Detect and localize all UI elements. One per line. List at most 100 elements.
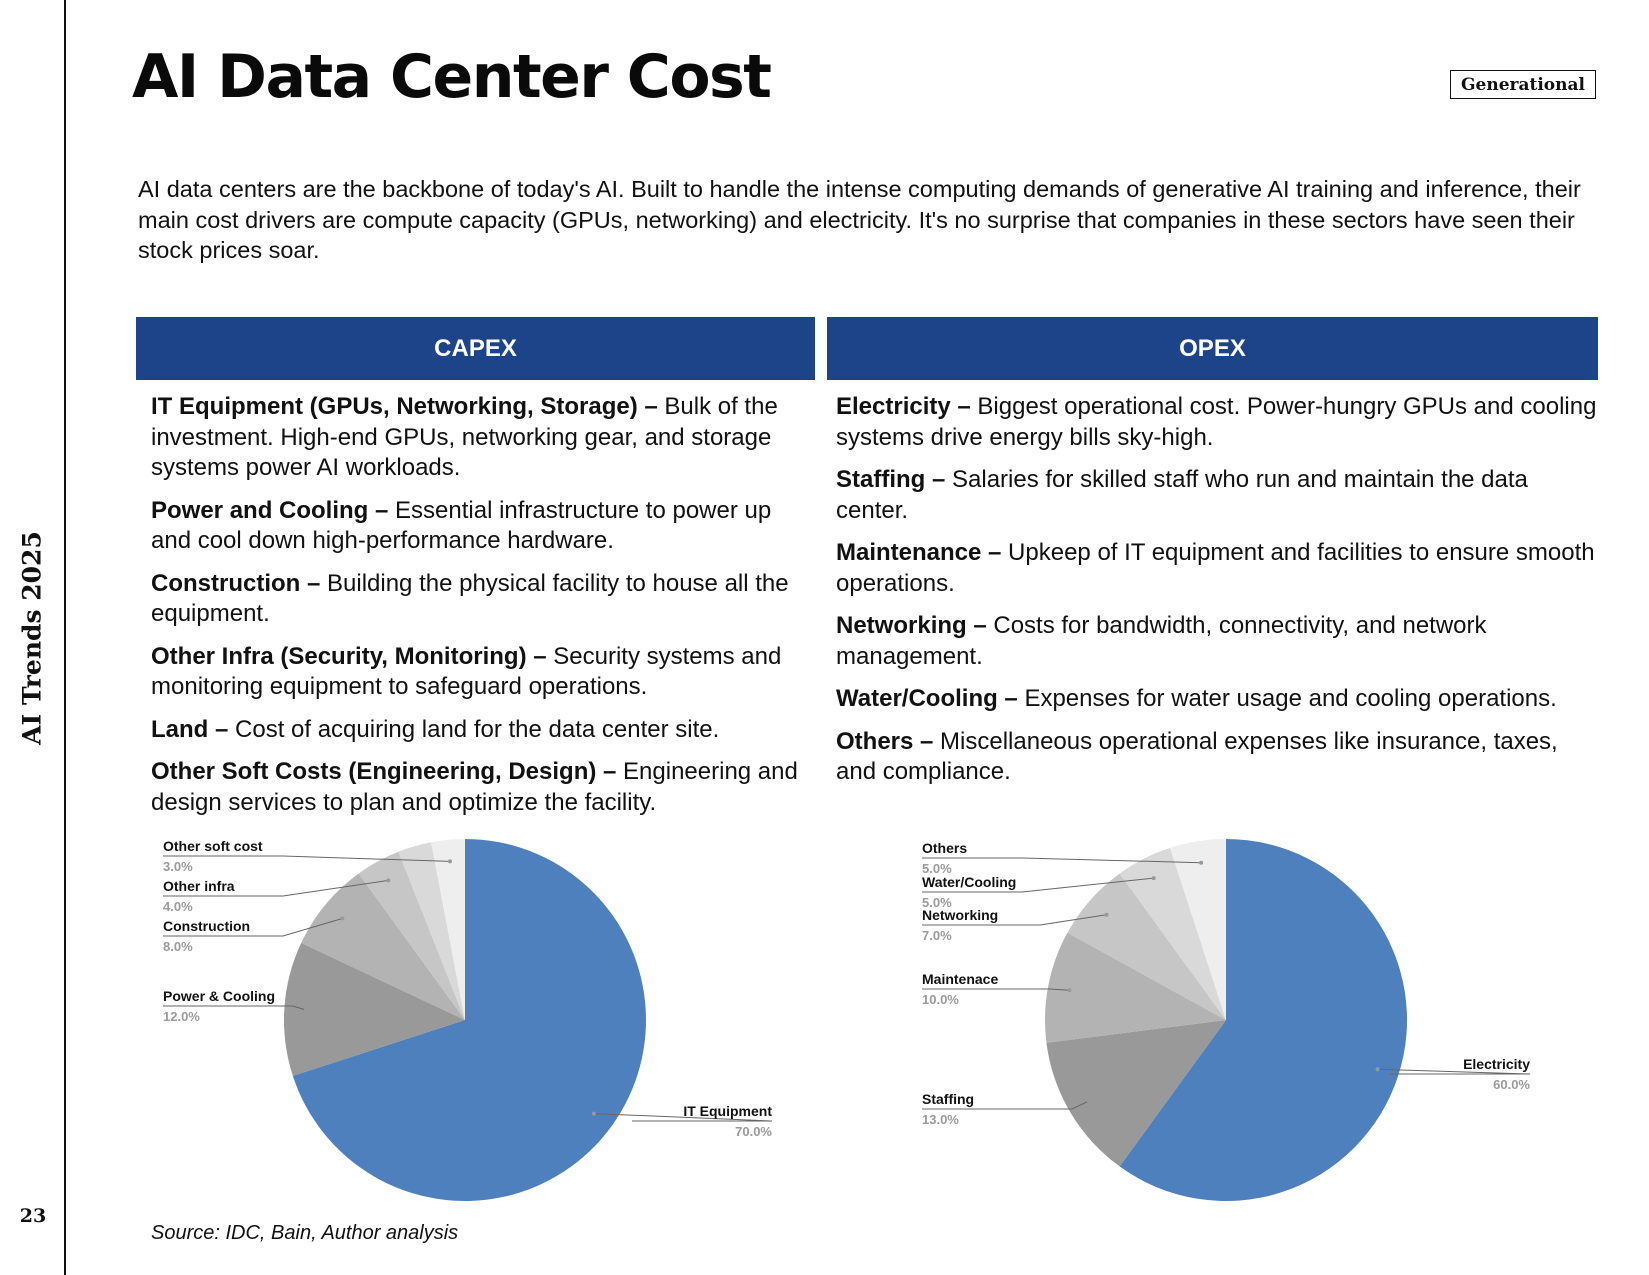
- opex-item: Others – Miscellaneous operational expen…: [836, 727, 1598, 788]
- side-rule: [64, 0, 66, 1275]
- capex-item: Land – Cost of acquiring land for the da…: [151, 715, 811, 746]
- capex-item: Construction – Building the physical fac…: [151, 569, 811, 630]
- slice-label: Others: [922, 840, 967, 856]
- capex-item-term: IT Equipment (GPUs, Networking, Storage)…: [151, 393, 658, 420]
- capex-list: IT Equipment (GPUs, Networking, Storage)…: [151, 392, 811, 830]
- leader-dot: [1151, 876, 1156, 881]
- opex-item: Staffing – Salaries for skilled staff wh…: [836, 465, 1598, 526]
- leader-dot: [1104, 912, 1109, 917]
- capex-item-desc: Security systems and monitoring equipmen…: [151, 642, 782, 701]
- leader-line: [922, 857, 1202, 864]
- opex-list: Electricity – Biggest operational cost. …: [836, 392, 1598, 800]
- pie-slice: [292, 839, 647, 1201]
- leader-dot: [304, 1008, 308, 1012]
- leader-dot: [340, 916, 345, 921]
- leader-line: [163, 918, 343, 937]
- leader-dot: [591, 1111, 596, 1116]
- opex-item: Water/Cooling – Expenses for water usage…: [836, 684, 1598, 715]
- slice-label: Electricity: [1463, 1056, 1530, 1072]
- slice-value-label: 10.0%: [922, 992, 959, 1007]
- opex-pie-chart: Electricity 60.0% Staffing 13.0% Maintenace 1…: [922, 839, 1531, 1201]
- opex-item-term: Staffing –: [836, 466, 946, 493]
- leader-line: [922, 877, 1154, 893]
- pie-slice: [1170, 839, 1226, 1020]
- side-title: AI Trends 2025: [17, 531, 47, 745]
- source-note: Source: IDC, Bain, Author analysis: [151, 1222, 459, 1244]
- opex-item-desc: Biggest operational cost. Power-hungry G…: [836, 393, 1597, 451]
- slice-value-label: 7.0%: [922, 928, 952, 943]
- capex-item: Other Soft Costs (Engineering, Design) –…: [151, 757, 811, 818]
- opex-item-term: Networking –: [836, 612, 987, 639]
- pie-slice: [1045, 932, 1226, 1043]
- pie-slice: [301, 873, 465, 1020]
- opex-item-desc: Upkeep of IT equipment and facilities to…: [836, 539, 1595, 597]
- leader-dot: [1375, 1067, 1380, 1072]
- capex-item-term: Other Infra (Security, Monitoring) –: [151, 642, 547, 670]
- slice-label: Construction: [163, 918, 250, 934]
- pie-slice: [431, 839, 465, 1020]
- capex-item-desc: Essential infrastructure to power up and…: [151, 496, 772, 555]
- opex-item-term: Water/Cooling –: [836, 685, 1018, 712]
- page-title: AI Data Center Cost: [132, 42, 772, 112]
- opex-item-desc: Expenses for water usage and cooling ope…: [1017, 685, 1557, 712]
- capex-item: Other Infra (Security, Monitoring) – Sec…: [151, 642, 811, 703]
- slice-value-label: 5.0%: [922, 895, 952, 910]
- generational-badge: Generational: [1450, 70, 1596, 99]
- leader-line: [922, 1100, 1090, 1110]
- leader-dot: [1199, 860, 1204, 865]
- capex-item: Power and Cooling – Essential infrastruc…: [151, 496, 811, 557]
- slice-label: Staffing: [922, 1091, 974, 1107]
- slice-value-label: 5.0%: [922, 861, 952, 876]
- opex-item-term: Maintenance –: [836, 539, 1002, 566]
- slice-label: IT Equipment: [683, 1103, 772, 1119]
- capex-pie-chart: IT Equipment 70.0% Power & Cooling 12.0% Con…: [163, 838, 773, 1201]
- slice-label: Networking: [922, 907, 998, 923]
- leader-line: [163, 1005, 307, 1011]
- leader-dot: [448, 859, 452, 864]
- leader-line: [163, 879, 389, 897]
- page-number: 23: [19, 1205, 47, 1227]
- leader-line: [163, 855, 451, 862]
- opex-header: OPEX: [827, 317, 1598, 380]
- leader-line: [1377, 1068, 1531, 1075]
- pie-slice: [358, 851, 465, 1020]
- leader-line: [922, 914, 1107, 926]
- opex-item: Networking – Costs for bandwidth, connec…: [836, 611, 1598, 672]
- slice-value-label: 13.0%: [922, 1112, 959, 1127]
- capex-item-term: Land –: [151, 715, 229, 743]
- capex-header: CAPEX: [136, 317, 815, 380]
- slice-value-label: 12.0%: [163, 1009, 200, 1024]
- capex-item-term: Power and Cooling –: [151, 496, 389, 524]
- capex-item-term: Other Soft Costs (Engineering, Design) –: [151, 758, 617, 785]
- opex-item: Electricity – Biggest operational cost. …: [836, 392, 1598, 453]
- slice-label: Other soft cost: [163, 838, 263, 854]
- pie-slice: [1119, 847, 1226, 1020]
- opex-item-desc: Salaries for skilled staff who run and m…: [836, 466, 1528, 524]
- leader-dot: [386, 878, 391, 883]
- leader-line: [593, 1113, 773, 1122]
- opex-item: Maintenance – Upkeep of IT equipment and…: [836, 538, 1598, 599]
- capex-item-desc: Engineering and design services to plan …: [151, 758, 798, 816]
- opex-item-term: Electricity –: [836, 393, 971, 420]
- slice-label: Other infra: [163, 878, 235, 894]
- slice-value-label: 60.0%: [1493, 1077, 1530, 1092]
- slice-value-label: 3.0%: [163, 859, 193, 874]
- leader-dot: [1067, 988, 1072, 993]
- capex-item-term: Construction –: [151, 569, 321, 597]
- capex-item: IT Equipment (GPUs, Networking, Storage)…: [151, 392, 811, 484]
- slice-value-label: 70.0%: [735, 1124, 772, 1139]
- capex-item-desc: Bulk of the investment. High-end GPUs, n…: [151, 393, 778, 481]
- slice-label: Power & Cooling: [163, 988, 275, 1004]
- pie-slice: [1046, 1020, 1226, 1167]
- pie-slice: [1067, 873, 1226, 1020]
- slice-value-label: 4.0%: [163, 899, 193, 914]
- opex-item-desc: Costs for bandwidth, connectivity, and n…: [836, 612, 1487, 670]
- capex-item-desc: Building the physical facility to house …: [151, 569, 789, 628]
- opex-item-desc: Miscellaneous operational expenses like …: [836, 727, 1558, 786]
- intro-paragraph: AI data centers are the backbone of toda…: [138, 176, 1581, 263]
- slice-label: Maintenace: [922, 971, 998, 987]
- pie-slice: [398, 842, 465, 1020]
- pie-slice: [1119, 839, 1408, 1201]
- slice-value-label: 8.0%: [163, 939, 193, 954]
- capex-item-desc: Cost of acquiring land for the data cent…: [228, 715, 720, 743]
